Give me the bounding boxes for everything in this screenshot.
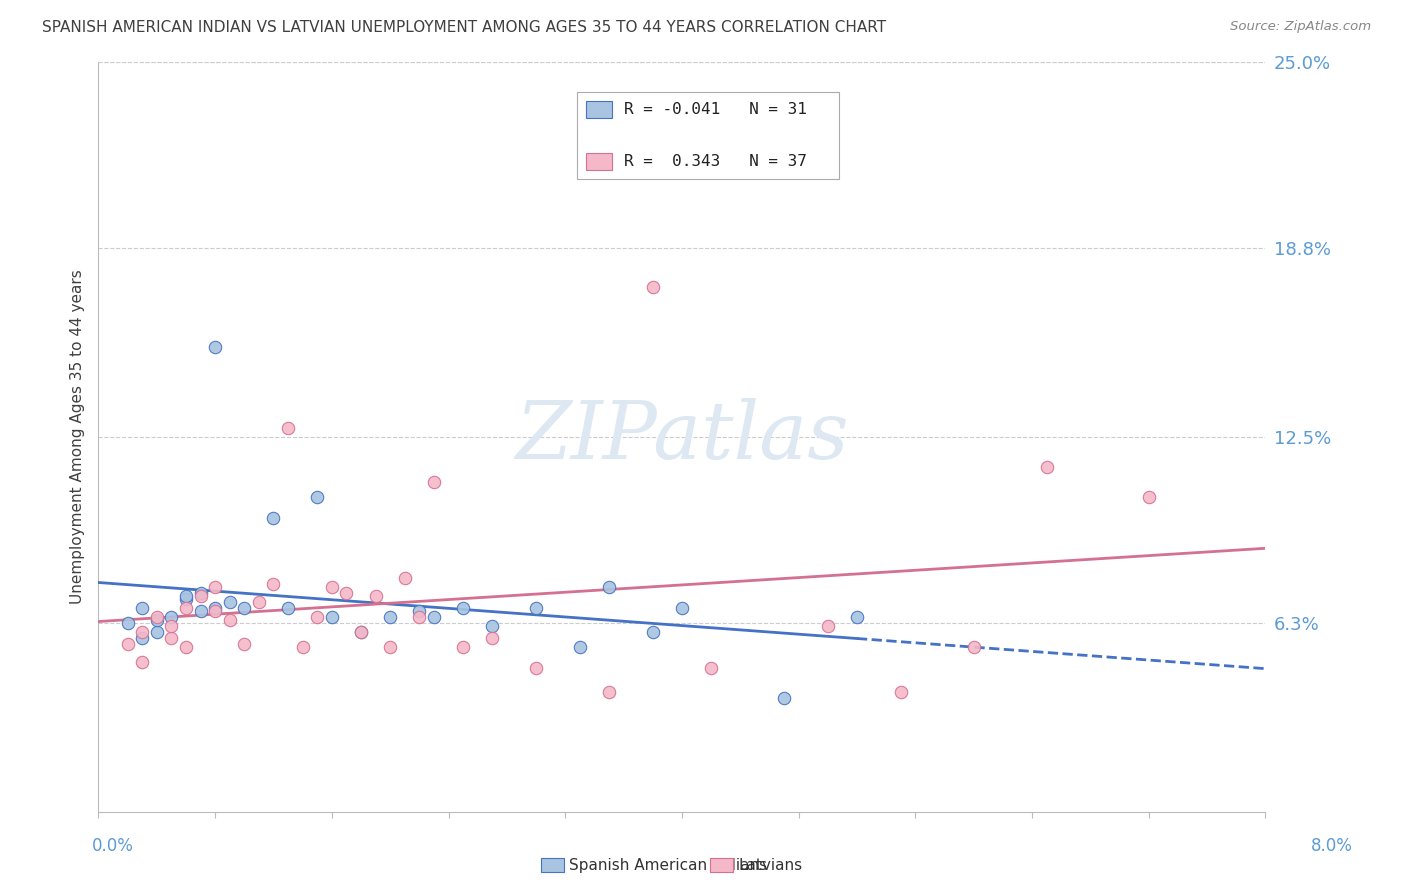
Point [291, 640, 314, 654]
Point [1035, 460, 1057, 475]
Point [890, 685, 912, 699]
Point [131, 631, 153, 645]
Point [321, 610, 343, 624]
Point [380, 640, 402, 654]
Point [131, 624, 153, 639]
Point [117, 637, 139, 651]
Point [380, 610, 402, 624]
Point [408, 604, 430, 618]
Point [524, 601, 547, 615]
Text: Spanish American Indians: Spanish American Indians [569, 858, 768, 872]
Bar [586, 153, 612, 169]
Point [131, 601, 153, 615]
Point [307, 610, 329, 624]
Point [190, 604, 212, 618]
Point [204, 601, 226, 615]
Point [247, 595, 270, 609]
Point [598, 685, 620, 699]
Point [218, 595, 240, 609]
Point [174, 601, 197, 615]
Point [146, 624, 169, 639]
Text: 0.0%: 0.0% [91, 837, 134, 855]
Point [394, 571, 416, 585]
Point [160, 610, 183, 624]
Point [174, 640, 197, 654]
Point [423, 475, 446, 489]
Point [204, 604, 226, 618]
Point [262, 511, 284, 525]
Point [641, 624, 664, 639]
Point [962, 640, 984, 654]
Point [481, 619, 503, 633]
Point [335, 586, 357, 600]
Point [1137, 490, 1160, 504]
Text: SPANISH AMERICAN INDIAN VS LATVIAN UNEMPLOYMENT AMONG AGES 35 TO 44 YEARS CORREL: SPANISH AMERICAN INDIAN VS LATVIAN UNEMP… [42, 20, 886, 35]
Point [671, 601, 693, 615]
Point [160, 631, 183, 645]
Text: Source: ZipAtlas.com: Source: ZipAtlas.com [1230, 20, 1371, 33]
Point [350, 624, 373, 639]
Text: R = -0.041   N = 31: R = -0.041 N = 31 [624, 103, 807, 117]
Point [218, 613, 240, 627]
Point [307, 490, 329, 504]
Point [845, 610, 868, 624]
Point [641, 280, 664, 294]
Point [174, 589, 197, 603]
FancyBboxPatch shape [576, 93, 839, 178]
Point [146, 610, 169, 624]
Point [451, 601, 474, 615]
Point [233, 637, 256, 651]
Point [598, 580, 620, 594]
Point [481, 631, 503, 645]
Point [817, 619, 839, 633]
Point [204, 580, 226, 594]
Y-axis label: Unemployment Among Ages 35 to 44 years: Unemployment Among Ages 35 to 44 years [69, 269, 84, 605]
Point [117, 615, 139, 630]
Point [364, 589, 387, 603]
Point [204, 340, 226, 354]
Point [160, 619, 183, 633]
Point [773, 690, 796, 705]
Point [350, 624, 373, 639]
Point [423, 610, 446, 624]
Point [262, 577, 284, 591]
Point [321, 580, 343, 594]
Point [700, 661, 723, 675]
Point [174, 591, 197, 606]
Point [190, 586, 212, 600]
Text: ZIPatlas: ZIPatlas [515, 399, 849, 475]
Text: 8.0%: 8.0% [1310, 837, 1353, 855]
Text: R =  0.343   N = 37: R = 0.343 N = 37 [624, 153, 807, 169]
Point [277, 421, 299, 435]
Point [146, 613, 169, 627]
Point [233, 601, 256, 615]
Point [524, 661, 547, 675]
Bar [586, 102, 612, 118]
Text: Latvians: Latvians [738, 858, 803, 872]
Point [568, 640, 591, 654]
Point [408, 610, 430, 624]
Point [451, 640, 474, 654]
Point [190, 589, 212, 603]
Point [277, 601, 299, 615]
Point [131, 655, 153, 669]
